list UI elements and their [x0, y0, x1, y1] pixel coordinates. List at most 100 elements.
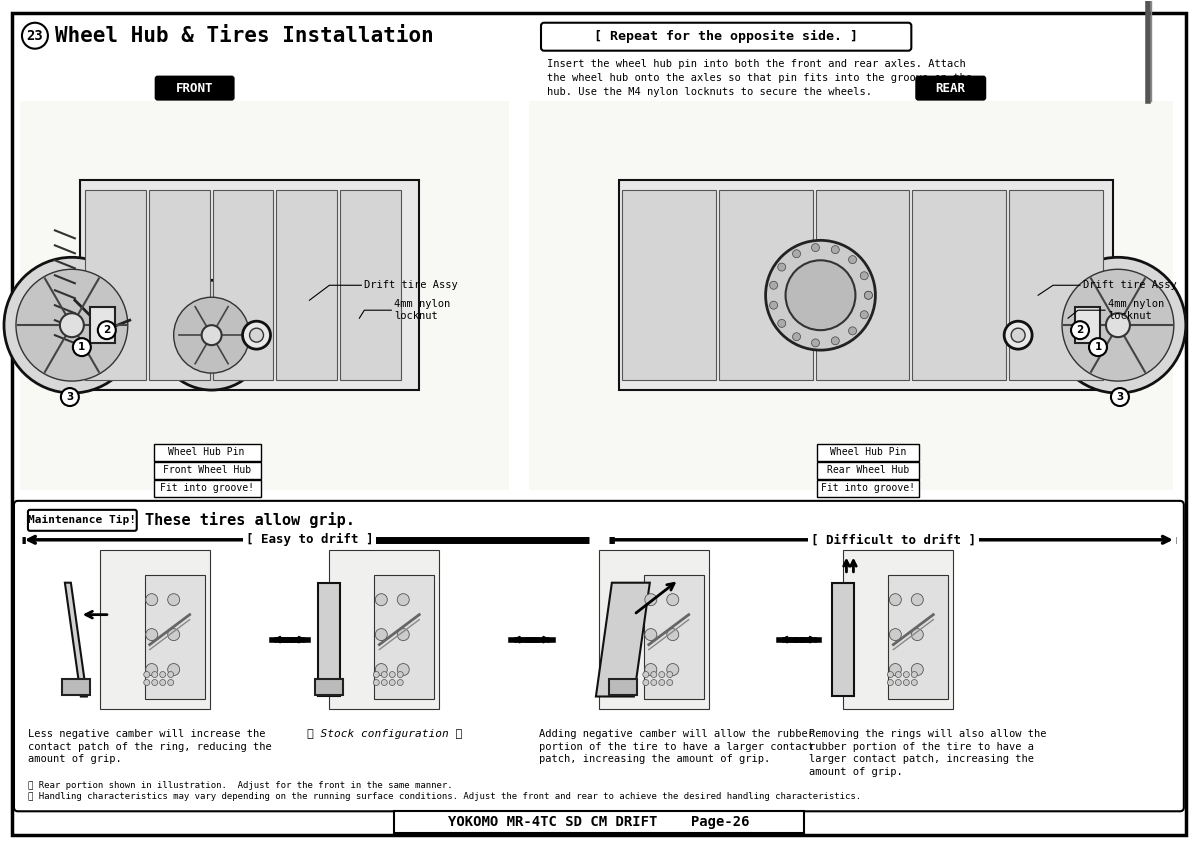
FancyBboxPatch shape [817, 480, 919, 497]
Circle shape [911, 672, 917, 678]
Bar [20, 101, 509, 490]
FancyBboxPatch shape [154, 462, 260, 479]
Circle shape [73, 338, 91, 356]
Circle shape [376, 663, 388, 676]
FancyBboxPatch shape [817, 462, 919, 479]
Circle shape [382, 679, 388, 685]
Circle shape [168, 628, 180, 640]
Circle shape [1111, 388, 1129, 406]
Circle shape [168, 672, 174, 678]
Circle shape [174, 298, 250, 373]
Circle shape [860, 271, 869, 280]
Bar [341, 191, 401, 380]
Circle shape [144, 679, 150, 685]
Circle shape [397, 672, 403, 678]
Text: These tires allow grip.: These tires allow grip. [145, 512, 355, 528]
Circle shape [889, 663, 901, 676]
Circle shape [667, 594, 679, 605]
Text: 1: 1 [1094, 342, 1102, 352]
Text: Removing the rings will also allow the
rubber portion of the tire to have a
larg: Removing the rings will also allow the r… [809, 729, 1046, 777]
Circle shape [250, 328, 264, 342]
Circle shape [168, 663, 180, 676]
Bar [145, 575, 205, 700]
Circle shape [61, 388, 79, 406]
Circle shape [860, 310, 869, 319]
Circle shape [832, 246, 839, 254]
Bar [529, 101, 1172, 490]
Circle shape [376, 628, 388, 640]
Bar [62, 678, 90, 695]
Circle shape [667, 679, 673, 685]
Bar [80, 181, 419, 390]
Circle shape [397, 628, 409, 640]
Polygon shape [65, 583, 86, 696]
Circle shape [786, 260, 856, 330]
Circle shape [1004, 321, 1032, 349]
Circle shape [650, 679, 656, 685]
Circle shape [667, 628, 679, 640]
FancyBboxPatch shape [541, 23, 911, 51]
Circle shape [1050, 257, 1186, 393]
Text: 〈 Stock configuration 〉: 〈 Stock configuration 〉 [307, 729, 462, 739]
Bar [276, 191, 337, 380]
Text: ※ Rear portion shown in illustration.  Adjust for the front in the same manner.: ※ Rear portion shown in illustration. Ad… [28, 781, 452, 790]
FancyBboxPatch shape [154, 444, 260, 461]
Text: FRONT: FRONT [176, 81, 214, 95]
Circle shape [145, 663, 157, 676]
Bar [888, 575, 948, 700]
Bar [719, 191, 812, 380]
Text: 1: 1 [78, 342, 85, 352]
FancyBboxPatch shape [917, 76, 985, 99]
FancyBboxPatch shape [395, 812, 804, 834]
FancyBboxPatch shape [28, 510, 137, 531]
Bar [374, 575, 434, 700]
Circle shape [145, 594, 157, 605]
Bar [912, 191, 1006, 380]
Circle shape [644, 594, 656, 605]
Circle shape [144, 672, 150, 678]
Text: Wheel Hub & Tires Installation: Wheel Hub & Tires Installation [55, 25, 433, 46]
Circle shape [16, 270, 127, 381]
Polygon shape [833, 583, 854, 696]
FancyBboxPatch shape [154, 480, 260, 497]
Circle shape [889, 628, 901, 640]
FancyBboxPatch shape [817, 444, 919, 461]
Circle shape [151, 672, 157, 678]
Text: Fit into groove!: Fit into groove! [822, 483, 916, 494]
Circle shape [202, 325, 222, 345]
Circle shape [650, 672, 656, 678]
Text: [ Difficult to drift ]: [ Difficult to drift ] [811, 533, 976, 546]
Bar [90, 307, 115, 343]
Circle shape [792, 250, 800, 258]
Circle shape [389, 679, 395, 685]
Circle shape [382, 672, 388, 678]
Circle shape [904, 672, 910, 678]
Circle shape [242, 321, 270, 349]
Circle shape [864, 291, 872, 299]
Circle shape [667, 672, 673, 678]
Circle shape [832, 337, 839, 345]
Bar [644, 575, 703, 700]
Polygon shape [318, 583, 341, 696]
Circle shape [60, 313, 84, 338]
Text: Front Wheel Hub: Front Wheel Hub [162, 466, 251, 476]
Circle shape [160, 672, 166, 678]
Circle shape [848, 255, 857, 264]
Text: ※ Handling characteristics may vary depending on the running surface conditions.: ※ Handling characteristics may vary depe… [28, 792, 862, 801]
Bar [212, 191, 274, 380]
Circle shape [811, 243, 820, 252]
Circle shape [911, 663, 923, 676]
Circle shape [389, 672, 395, 678]
Bar [329, 550, 439, 710]
Circle shape [397, 663, 409, 676]
Circle shape [643, 672, 649, 678]
Circle shape [4, 257, 139, 393]
Text: Fit into groove!: Fit into groove! [160, 483, 253, 494]
Bar [149, 191, 210, 380]
Circle shape [904, 679, 910, 685]
Circle shape [1088, 338, 1106, 356]
Circle shape [659, 679, 665, 685]
Circle shape [911, 628, 923, 640]
Circle shape [895, 679, 901, 685]
Circle shape [168, 594, 180, 605]
